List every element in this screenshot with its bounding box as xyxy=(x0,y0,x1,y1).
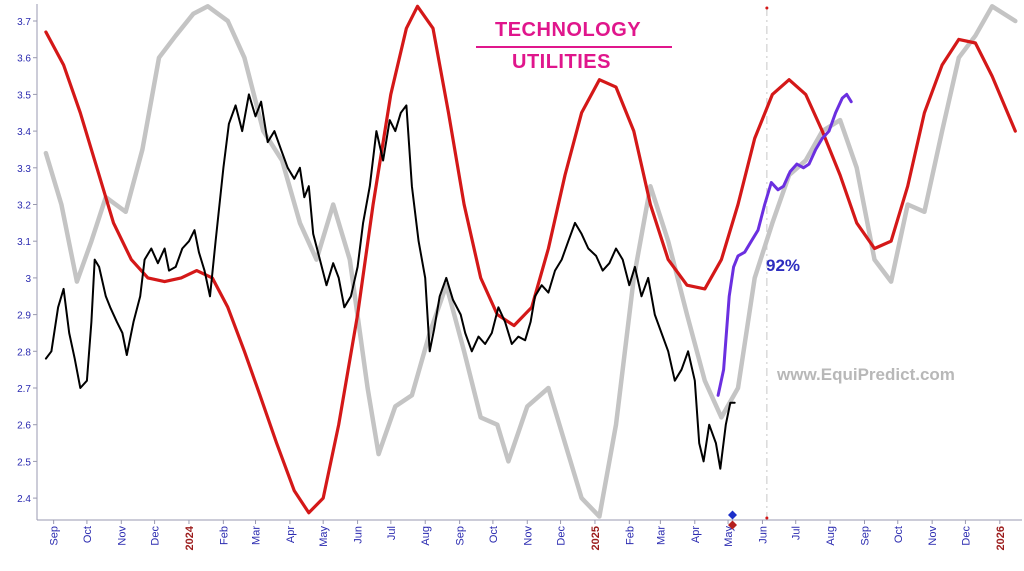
y-tick-label: 2.9 xyxy=(17,311,31,322)
divider-bottom-dot xyxy=(765,516,769,520)
title-denominator: UTILITIES xyxy=(512,51,611,73)
y-tick-label: 2.7 xyxy=(17,384,31,395)
title-divider xyxy=(476,46,672,48)
marker-diamond xyxy=(727,510,737,520)
x-tick-label: Nov xyxy=(116,526,128,546)
y-tick-label: 2.8 xyxy=(17,347,31,358)
x-tick-label: Jun xyxy=(757,526,769,544)
x-tick-label: Nov xyxy=(522,526,534,546)
x-tick-label: Sep xyxy=(859,526,871,546)
marker-diamond xyxy=(727,520,737,530)
x-tick-label: Mar xyxy=(655,526,667,545)
x-tick-label: Apr xyxy=(285,526,297,543)
series-line-forecast xyxy=(716,92,853,397)
x-tick-label: May xyxy=(723,526,735,547)
x-tick-label: Dec xyxy=(960,526,972,546)
x-tick-label: May xyxy=(318,526,330,547)
y-tick-label: 3.3 xyxy=(17,164,31,175)
x-tick-label: Oct xyxy=(82,526,94,543)
x-tick-label: Oct xyxy=(488,526,500,543)
x-tick-label: Jul xyxy=(386,526,398,540)
y-tick-label: 3.7 xyxy=(17,17,31,28)
series-group xyxy=(43,4,1018,519)
x-tick-label: Mar xyxy=(251,526,263,545)
marker-group xyxy=(727,510,737,530)
x-tick-label: Sep xyxy=(49,526,61,546)
series-line-cycle-red xyxy=(44,4,1017,515)
y-tick-label: 3.6 xyxy=(17,54,31,65)
y-tick-label: 3 xyxy=(25,274,31,285)
y-tick-label: 2.4 xyxy=(17,494,31,505)
y-tick-label: 3.5 xyxy=(17,90,31,101)
x-tick-label: Jun xyxy=(353,526,365,544)
y-tick-label: 3.4 xyxy=(17,127,31,138)
divider-top-dot xyxy=(765,6,769,10)
x-year-label: 2025 xyxy=(590,526,602,550)
x-tick-label: Sep xyxy=(455,526,467,546)
series-line-cycle-gray xyxy=(43,4,1018,519)
series-line-ratio xyxy=(44,93,736,470)
x-tick-label: Jul xyxy=(791,526,803,540)
axes: 2.4 2.5 2.6 2.7 2.8 2.9 3 3.1 3.2 3.3 3.4 3.5 3.6 3.7… xyxy=(17,4,1022,550)
x-tick-label: Aug xyxy=(420,526,432,546)
probability-label: 92% xyxy=(766,256,801,275)
x-year-label: 2026 xyxy=(995,526,1007,550)
x-tick-label: Nov xyxy=(927,526,939,546)
watermark: www.EquiPredict.com xyxy=(777,365,955,384)
y-tick-label: 2.6 xyxy=(17,421,31,432)
x-tick-label: Apr xyxy=(690,526,702,543)
title-numerator: TECHNOLOGY xyxy=(495,19,642,41)
y-tick-label: 2.5 xyxy=(17,457,31,468)
x-year-label: 2024 xyxy=(184,525,196,550)
y-tick-label: 3.2 xyxy=(17,201,31,212)
y-tick-label: 3.1 xyxy=(17,237,31,248)
x-tick-label: Aug xyxy=(825,526,837,546)
x-tick-label: Dec xyxy=(556,526,568,546)
x-tick-label: Dec xyxy=(150,526,162,546)
x-tick-label: Feb xyxy=(218,526,230,545)
x-tick-label: Feb xyxy=(624,526,636,545)
x-tick-label: Oct xyxy=(893,526,905,543)
